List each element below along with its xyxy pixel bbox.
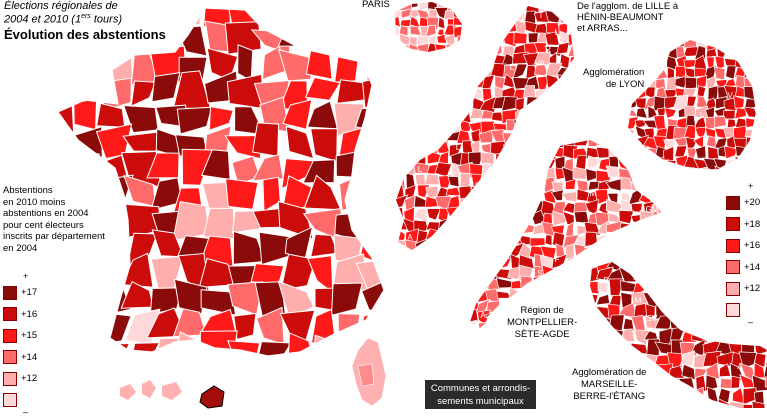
department-legend: + +17 +16 +15 +14 +12 – (3, 271, 37, 418)
legend-value: +14 (744, 262, 760, 273)
city-marker-label: L (468, 95, 473, 104)
city-marker-label: M (590, 189, 597, 198)
legend-row: +15 (3, 325, 37, 347)
legend-row: +14 (726, 257, 760, 279)
city-marker-label: R (545, 45, 551, 54)
city-marker-label: A (407, 233, 413, 242)
montpellier-label: Région de MONTPELLIER- SÈTE-AGDE (507, 305, 577, 341)
legend-minus-symbol-right: – (748, 317, 760, 328)
legend-swatch (726, 217, 740, 231)
legend-swatch (726, 239, 740, 253)
city-marker-label: L (555, 28, 560, 37)
legend-value: +16 (21, 309, 37, 320)
legend-swatch (3, 329, 17, 343)
city-marker-label: V (727, 91, 733, 100)
legend-value: +15 (21, 330, 37, 341)
legend-row: +17 (3, 282, 37, 304)
legend-swatch (726, 196, 740, 210)
paris-label: PARIS (362, 0, 390, 11)
legend-swatch (3, 393, 17, 407)
lille-label: De l'agglom. de LILLE à HÉNIN-BEAUMONT e… (577, 1, 678, 34)
city-marker-label: L (510, 63, 515, 72)
paris-inset-map (390, 0, 466, 56)
city-marker-label: L (700, 111, 705, 120)
legend-swatch (3, 372, 17, 386)
legend-value: +18 (744, 219, 760, 230)
legend-value: +17 (21, 287, 37, 298)
legend-swatch (726, 260, 740, 274)
legend-swatch (3, 350, 17, 364)
legend-minus-symbol: – (23, 407, 37, 418)
city-marker-label: M (635, 296, 642, 305)
city-marker-label: S (537, 269, 542, 278)
legend-row: +20 (726, 192, 760, 214)
city-marker-label: T (539, 11, 544, 20)
legend-swatch (726, 303, 740, 317)
city-marker-label: SV (647, 314, 658, 323)
legend-plus-symbol-right: + (748, 181, 760, 192)
communes-note: Communes et arrondis- sements municipaux (425, 380, 536, 409)
legend-value: +12 (21, 373, 37, 384)
lyon-label: Agglomération de LYON (583, 67, 644, 91)
legend-row: +18 (726, 214, 760, 236)
legend-swatch (3, 307, 17, 321)
map-title: Évolution des abstentions (4, 28, 166, 43)
title-line-1: Élections régionales de (4, 0, 118, 13)
legend-value: +14 (21, 352, 37, 363)
lyon-inset-map (623, 36, 767, 181)
legend-row: +14 (3, 347, 37, 369)
city-marker-label: L (418, 165, 423, 174)
city-marker-label: B (603, 276, 608, 285)
legend-value: +12 (744, 283, 760, 294)
legend-row: +16 (726, 235, 760, 257)
legend-caption: Abstentions en 2010 moins abstentions en… (3, 185, 105, 254)
legend-value: +16 (744, 240, 760, 251)
city-marker-label: VA (535, 59, 546, 68)
marseille-label: Agglomération de MARSEILLE- BERRE-l'ÉTAN… (572, 367, 646, 403)
legend-swatch (3, 286, 17, 300)
city-marker-label: A (480, 311, 486, 320)
legend-swatch (726, 282, 740, 296)
title-line-2: 2004 et 2010 (1ers tours) (4, 13, 122, 26)
overseas-departments (120, 380, 224, 408)
legend-plus-symbol: + (23, 271, 37, 282)
city-marker-label: A (737, 362, 743, 371)
legend-value: +20 (744, 197, 760, 208)
legend-row: +16 (3, 304, 37, 326)
legend-row: +12 (726, 278, 760, 300)
corsica-island (352, 338, 386, 406)
commune-legend: + +20 +18 +16 +14 +12 – (726, 181, 760, 328)
city-marker-label: H (475, 181, 481, 190)
legend-row: +12 (3, 368, 37, 390)
city-marker-label: L (456, 143, 461, 152)
city-marker-label: GM (646, 205, 659, 214)
city-marker-label: F (555, 255, 560, 264)
